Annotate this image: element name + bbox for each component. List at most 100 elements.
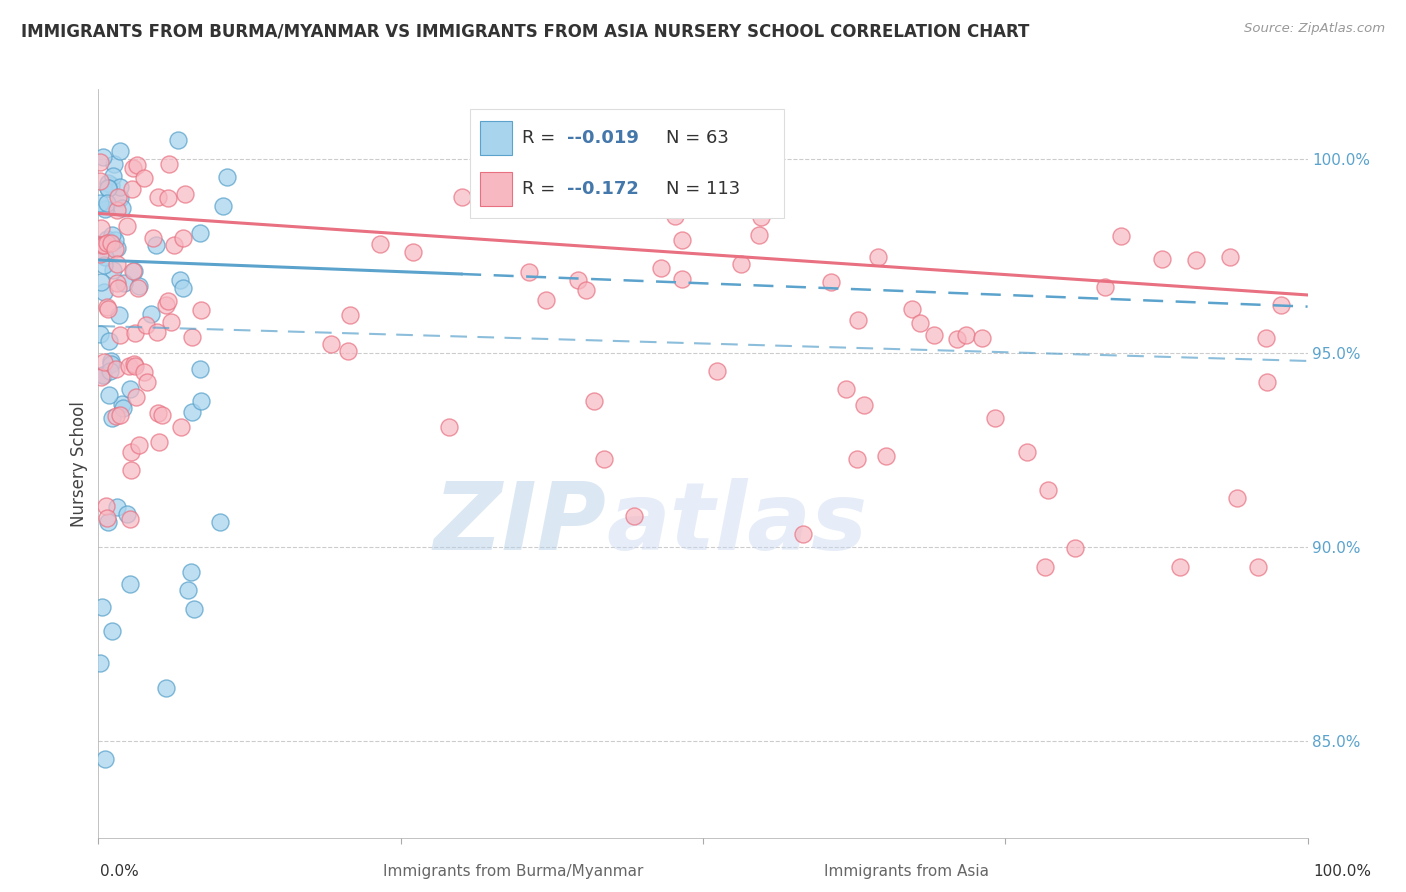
Point xyxy=(155,681,177,695)
Point xyxy=(623,509,645,524)
Point xyxy=(167,133,190,147)
Point xyxy=(157,157,180,171)
Point xyxy=(97,515,120,529)
Point xyxy=(157,191,180,205)
Point xyxy=(150,409,173,423)
Point xyxy=(124,359,146,373)
Point xyxy=(89,656,111,670)
Point xyxy=(96,232,118,246)
Point xyxy=(112,401,135,415)
Point xyxy=(183,602,205,616)
Point xyxy=(145,238,167,252)
Point xyxy=(148,406,170,420)
Point xyxy=(1150,252,1173,266)
Point xyxy=(156,294,179,309)
Point xyxy=(91,368,114,382)
Point xyxy=(567,272,589,286)
Point xyxy=(111,397,134,411)
Point xyxy=(163,237,186,252)
Point xyxy=(1036,483,1059,497)
Point xyxy=(89,195,111,210)
Point xyxy=(100,227,122,242)
Point xyxy=(172,281,194,295)
Point xyxy=(747,228,769,243)
Point xyxy=(100,178,122,193)
Point xyxy=(118,512,141,526)
Point xyxy=(145,325,167,339)
Point xyxy=(128,438,150,452)
Point xyxy=(575,283,598,297)
Point xyxy=(90,370,112,384)
Point xyxy=(94,499,117,513)
Point xyxy=(115,507,138,521)
Point xyxy=(900,302,922,317)
Point xyxy=(101,624,124,639)
Point xyxy=(108,408,131,422)
Point xyxy=(1246,559,1268,574)
Point xyxy=(583,394,606,409)
Point xyxy=(875,449,897,463)
Point xyxy=(108,308,131,322)
Text: 0.0%: 0.0% xyxy=(100,864,139,879)
Point xyxy=(1063,541,1085,555)
Point xyxy=(122,161,145,176)
Point xyxy=(101,169,124,184)
Point xyxy=(93,202,115,216)
Point xyxy=(188,362,211,376)
Point xyxy=(852,398,875,412)
Point xyxy=(592,452,614,467)
Point xyxy=(100,235,122,250)
Point xyxy=(172,230,194,244)
Point xyxy=(188,226,211,240)
Point xyxy=(125,158,148,172)
Point xyxy=(155,298,177,312)
Point xyxy=(90,238,112,252)
Point xyxy=(100,357,122,371)
Point xyxy=(136,375,159,389)
Point xyxy=(97,176,120,190)
Point xyxy=(121,182,143,196)
Point xyxy=(148,435,170,450)
Point xyxy=(93,237,115,252)
Point xyxy=(1254,331,1277,345)
Point xyxy=(98,334,121,349)
Point xyxy=(91,368,114,383)
Point xyxy=(820,275,842,289)
Point xyxy=(124,357,146,371)
Point xyxy=(105,361,128,376)
Point xyxy=(96,195,118,210)
Point xyxy=(117,359,139,374)
Point xyxy=(922,327,945,342)
Point xyxy=(120,382,142,396)
Point xyxy=(90,221,112,235)
Point xyxy=(846,312,869,326)
Point xyxy=(706,363,728,377)
Point xyxy=(181,405,204,419)
Point xyxy=(97,180,120,194)
Point xyxy=(89,246,111,260)
Point xyxy=(337,343,360,358)
Point xyxy=(1226,491,1249,505)
Point xyxy=(97,180,120,194)
Point xyxy=(159,315,181,329)
Point xyxy=(101,263,124,277)
Point xyxy=(120,463,142,477)
Point xyxy=(105,500,128,514)
Point xyxy=(93,354,115,368)
Point xyxy=(180,330,202,344)
Point xyxy=(108,190,131,204)
Point xyxy=(209,516,232,530)
Point xyxy=(110,202,132,216)
Point xyxy=(108,180,131,194)
Point xyxy=(115,219,138,233)
Point xyxy=(104,243,127,257)
Point xyxy=(107,257,129,271)
Point xyxy=(749,210,772,224)
Point xyxy=(104,233,127,247)
Point xyxy=(321,336,343,351)
Point xyxy=(105,276,128,290)
Point xyxy=(108,328,131,343)
Point xyxy=(132,170,155,185)
Point xyxy=(93,752,115,766)
Point xyxy=(664,209,686,223)
